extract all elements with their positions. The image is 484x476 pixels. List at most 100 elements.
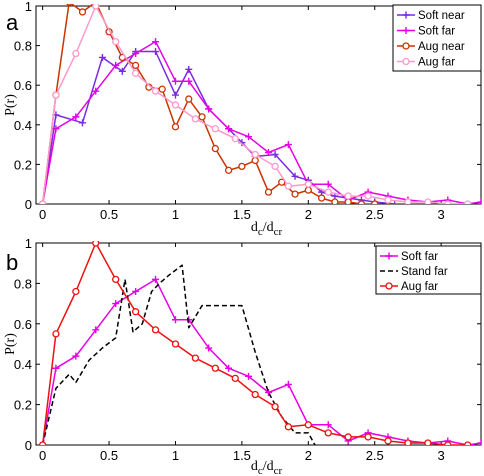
data-point <box>344 433 352 441</box>
legend-marker <box>402 11 410 19</box>
data-point <box>171 123 180 131</box>
data-point <box>284 141 292 149</box>
data-point <box>72 49 80 58</box>
data-point <box>185 77 193 85</box>
data-point <box>185 95 193 103</box>
data-point <box>384 196 392 204</box>
x-tick-label: 1 <box>172 448 179 463</box>
y-tick-label: 0.2 <box>14 157 32 172</box>
x-tick-label: 0 <box>39 207 46 222</box>
data-point <box>92 241 100 247</box>
x-tick-label: 2 <box>305 207 312 222</box>
data-point <box>477 439 481 445</box>
y-tick-label: 0.6 <box>14 317 32 332</box>
legend-label: Soft far <box>401 251 438 263</box>
data-point <box>171 77 179 85</box>
legend: Soft far Stand far Aug far <box>375 245 482 295</box>
data-point <box>225 364 233 372</box>
data-point <box>231 135 239 143</box>
legend-marker <box>385 282 393 290</box>
data-point <box>171 91 179 99</box>
x-tick-label: 1 <box>172 207 179 222</box>
data-point <box>52 330 60 338</box>
data-point <box>304 186 312 194</box>
plot-frame <box>35 242 482 446</box>
y-tick-label: 0 <box>25 438 32 453</box>
data-point <box>284 182 293 190</box>
data-point <box>205 105 213 113</box>
x-axis-label: dc/dcr <box>251 220 283 238</box>
legend-label: Stand far <box>401 266 448 278</box>
data-point <box>225 125 233 133</box>
data-point <box>112 37 120 46</box>
data-point <box>72 287 80 296</box>
x-tick-label: 0 <box>39 448 46 463</box>
data-point <box>264 188 273 196</box>
data-point <box>158 85 166 93</box>
y-tick-label: 0.8 <box>14 39 32 54</box>
x-tick-label: 0.5 <box>100 448 118 463</box>
data-point <box>118 67 126 75</box>
data-point <box>38 200 47 204</box>
data-point <box>72 113 80 121</box>
data-point <box>171 101 180 109</box>
legend-label: Soft far <box>418 26 455 38</box>
data-point <box>344 192 352 200</box>
data-point <box>211 144 219 153</box>
data-point <box>357 200 366 204</box>
data-point <box>191 115 200 123</box>
y-axis-label: P(r) <box>3 333 18 355</box>
y-axis-label: P(r) <box>3 94 18 116</box>
data-point <box>291 172 299 180</box>
data-point <box>331 198 339 204</box>
legend-marker <box>385 252 393 260</box>
legend-label: Aug near <box>418 41 465 53</box>
data-point <box>251 150 259 159</box>
y-tick-label: 0.8 <box>14 276 32 291</box>
data-point <box>264 149 272 157</box>
data-point <box>191 354 200 362</box>
y-tick-label: 0.6 <box>14 78 32 93</box>
data-point <box>278 178 286 186</box>
data-point <box>444 200 452 204</box>
legend-marker <box>402 27 410 34</box>
x-axis-label: dc/dcr <box>251 459 283 476</box>
data-point <box>464 200 472 204</box>
data-point <box>304 180 312 188</box>
data-point <box>98 53 106 61</box>
data-point <box>324 429 332 437</box>
series-line <box>41 4 375 204</box>
data-point <box>52 125 60 133</box>
data-point <box>224 166 233 174</box>
data-point <box>251 156 259 165</box>
data-point <box>424 439 432 445</box>
y-tick-label: 0.4 <box>14 357 32 372</box>
y-tick-label: 0 <box>25 197 32 212</box>
y-tick-label: 0.4 <box>14 118 32 133</box>
data-point <box>38 441 47 445</box>
data-point <box>78 119 86 127</box>
data-point <box>131 308 140 316</box>
data-point <box>132 287 140 295</box>
x-tick-label: 2.5 <box>366 207 384 222</box>
plot-frame <box>35 5 482 205</box>
series-stand-far <box>41 264 316 445</box>
legend-label: Aug far <box>418 57 455 69</box>
legend-label: Aug far <box>401 281 438 293</box>
data-point <box>152 275 160 283</box>
data-point <box>324 188 332 196</box>
legend-marker <box>402 57 410 66</box>
data-point <box>78 8 87 16</box>
data-point <box>245 372 253 380</box>
series-line <box>41 264 316 445</box>
data-point <box>171 340 180 348</box>
y-tick-label: 1 <box>25 236 32 251</box>
data-point <box>112 300 120 308</box>
data-point <box>112 275 120 284</box>
series-aug-near <box>38 4 379 204</box>
data-point <box>52 91 60 99</box>
data-point <box>205 344 213 352</box>
data-point <box>404 198 412 204</box>
y-tick-label: 1 <box>25 0 32 14</box>
data-point <box>444 441 452 445</box>
